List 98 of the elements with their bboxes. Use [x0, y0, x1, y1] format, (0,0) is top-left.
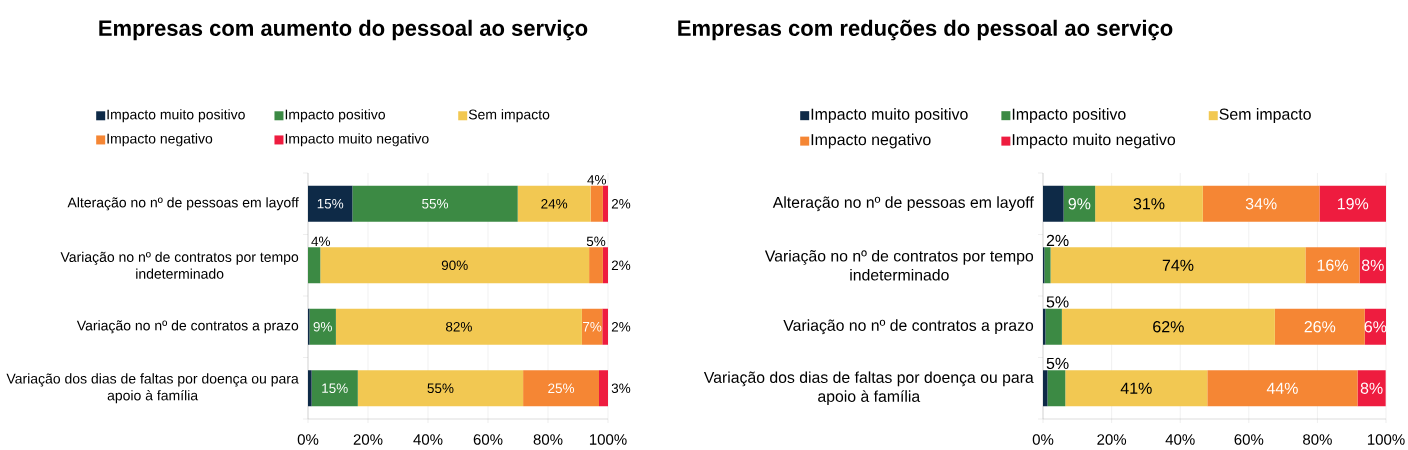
bar: [599, 370, 608, 407]
x-tick-label: 100%: [589, 434, 627, 445]
data-label: 24%: [541, 199, 568, 209]
bar: [523, 370, 599, 407]
data-label: 16%: [1317, 259, 1348, 271]
data-label: 8%: [1360, 382, 1383, 394]
bar: [308, 247, 321, 284]
data-label: 9%: [313, 321, 332, 332]
data-label: 2%: [611, 322, 631, 332]
data-label: 4%: [587, 175, 607, 185]
bar: [357, 370, 524, 407]
data-label: 5%: [586, 236, 606, 247]
bar: [1050, 247, 1306, 284]
data-label: 62%: [1153, 321, 1184, 333]
y-tick-label: Variação dos dias de faltas por doença ou para apoio à família: [703, 371, 1034, 406]
legend-label: Impacto muito negativo: [285, 133, 429, 147]
data-label: 26%: [1304, 321, 1336, 333]
data-label: 19%: [1337, 198, 1369, 210]
data-label: 82%: [445, 321, 472, 332]
bar: [1061, 308, 1275, 345]
data-label: 2%: [611, 260, 631, 270]
data-label: 74%: [1162, 259, 1194, 271]
legend-label: Impacto negativo: [811, 133, 931, 149]
data-label: 44%: [1266, 382, 1298, 394]
legend-label: Impacto muito positivo: [811, 108, 968, 123]
bar: [590, 185, 603, 222]
bar: [320, 247, 590, 284]
bar: [1274, 308, 1365, 345]
chart-title: Empresas com reduções do pessoal ao serviço: [678, 19, 1173, 41]
y-tick-label: Variação no nº de contratos por tempo indeterminado: [764, 249, 1034, 281]
data-label: 55%: [427, 383, 454, 393]
y-tick-label: Alteração no nº de pessoas em layoff: [772, 196, 1034, 212]
bar: [1065, 370, 1208, 407]
bar: [1202, 185, 1320, 222]
legend-label: Impacto muito negativo: [1012, 133, 1176, 149]
x-tick-label: 0%: [297, 434, 319, 445]
bar: [1319, 185, 1387, 222]
x-tick-label: 20%: [1097, 434, 1127, 445]
data-label: 5%: [1046, 296, 1069, 308]
legend-label: Sem impacto: [468, 109, 550, 123]
bar: [1043, 185, 1064, 222]
data-label: 15%: [317, 199, 344, 209]
bar: [1045, 308, 1062, 345]
y-tick-label: Variação no nº de contratos a prazo: [76, 320, 299, 334]
x-tick-label: 40%: [413, 434, 443, 445]
bar: [602, 247, 608, 284]
bar: [589, 247, 603, 284]
x-tick-label: 100%: [1367, 434, 1405, 445]
bar: [335, 308, 582, 345]
data-label: 15%: [322, 383, 348, 393]
legend-label: Impacto muito positivo: [107, 109, 245, 123]
data-label: 6%: [1364, 321, 1387, 333]
bar: [311, 370, 358, 407]
data-label: 25%: [548, 383, 575, 394]
legend-label: Impacto positivo: [285, 109, 386, 123]
data-label: 4%: [311, 236, 331, 247]
data-label: 31%: [1133, 198, 1165, 210]
data-label: 41%: [1120, 382, 1152, 394]
bar: [308, 185, 353, 222]
legend-label: Impacto negativo: [107, 133, 213, 147]
x-tick-label: 80%: [533, 434, 563, 445]
bar: [1044, 247, 1051, 284]
data-label: 5%: [1046, 357, 1069, 370]
data-label: 9%: [1068, 198, 1091, 210]
data-label: 7%: [583, 322, 602, 332]
bar: [308, 370, 312, 407]
y-tick-label: Alteração no nº de pessoas em layoff: [67, 197, 299, 211]
data-label: 2%: [1046, 234, 1069, 247]
data-label: 34%: [1245, 198, 1277, 210]
x-tick-label: 40%: [1165, 434, 1195, 445]
bar: [309, 308, 336, 345]
bar: [1305, 247, 1360, 284]
y-tick-label: Variação dos dias de faltas por doença ou para apoio à família: [6, 373, 299, 404]
y-tick-label: Variação no nº de contratos por tempo indeterminado: [60, 251, 299, 279]
bar: [1047, 370, 1066, 407]
y-tick-label: Variação no nº de contratos a prazo: [783, 319, 1034, 335]
bar: [1207, 370, 1358, 407]
bar: [581, 308, 603, 345]
x-tick-label: 20%: [353, 434, 383, 445]
x-tick-label: 80%: [1303, 434, 1332, 445]
x-tick-label: 60%: [1234, 434, 1264, 445]
bar: [1063, 185, 1096, 222]
x-tick-label: 0%: [1032, 434, 1054, 445]
chart-title: Empresas com aumento do pessoal ao serviço: [99, 19, 588, 41]
legend-label: Impacto positivo: [1012, 108, 1126, 123]
bar: [602, 185, 608, 222]
data-label: 90%: [441, 260, 468, 271]
bar: [352, 185, 518, 222]
data-label: 8%: [1361, 259, 1384, 271]
x-tick-label: 60%: [473, 434, 503, 445]
bar: [1357, 370, 1386, 407]
data-label: 55%: [422, 199, 449, 209]
bar: [602, 308, 608, 345]
data-label: 2%: [611, 199, 631, 209]
legend-label: Sem impacto: [1219, 108, 1311, 123]
data-label: 3%: [611, 383, 631, 394]
bar: [1095, 185, 1203, 222]
bar: [517, 185, 591, 222]
